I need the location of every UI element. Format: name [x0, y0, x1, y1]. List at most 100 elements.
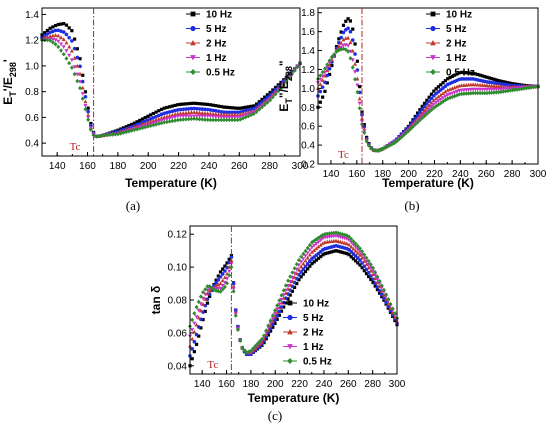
data-point	[252, 106, 256, 111]
data-point	[392, 140, 397, 146]
data-point	[168, 105, 172, 109]
data-point	[492, 90, 496, 95]
data-point	[83, 104, 88, 108]
data-point	[478, 73, 482, 77]
data-point	[522, 86, 527, 91]
data-point	[385, 144, 390, 149]
data-point	[86, 109, 90, 114]
data-point	[415, 116, 420, 121]
panel-label: (c)	[268, 408, 282, 423]
data-point	[508, 88, 513, 93]
data-point	[170, 118, 175, 124]
data-point	[201, 318, 205, 322]
data-point	[208, 108, 213, 112]
x-tick-label: 220	[426, 169, 443, 180]
data-point	[350, 38, 355, 42]
data-point	[341, 37, 346, 42]
data-point	[369, 277, 373, 282]
y-tick-label: 1.8	[301, 8, 315, 19]
data-point	[257, 100, 261, 104]
data-point	[287, 75, 292, 81]
data-point	[231, 289, 236, 294]
data-point	[303, 258, 308, 263]
data-point	[288, 293, 292, 297]
data-point	[360, 249, 365, 254]
data-point	[318, 242, 323, 247]
data-point	[262, 333, 267, 338]
data-point	[427, 95, 431, 99]
data-point	[231, 281, 236, 286]
legend-entry: 1 Hz	[186, 53, 227, 64]
data-point	[219, 109, 224, 114]
data-point	[494, 90, 499, 95]
data-point	[148, 123, 153, 128]
data-point	[510, 87, 515, 93]
data-point	[438, 92, 443, 97]
data-point	[218, 270, 223, 274]
data-point	[45, 28, 50, 33]
data-point	[325, 251, 329, 255]
data-point	[399, 135, 404, 140]
panel-label: (b)	[404, 198, 419, 213]
data-point	[318, 100, 322, 104]
data-point	[51, 29, 55, 34]
data-point	[148, 117, 153, 121]
data-point	[222, 284, 227, 290]
data-point	[318, 89, 323, 94]
data-point	[384, 300, 388, 305]
data-point	[379, 286, 384, 290]
data-point	[51, 25, 55, 29]
data-point	[270, 94, 275, 100]
data-point	[149, 113, 153, 117]
data-point	[183, 117, 188, 122]
data-point	[455, 72, 459, 76]
panel-b: 140 160 180 200 220 240 260 280 3000.20.40.60.81…	[277, 7, 547, 213]
data-point	[357, 106, 362, 111]
data-point	[368, 262, 373, 267]
data-point	[441, 96, 446, 101]
data-point	[271, 325, 275, 329]
data-point	[230, 110, 234, 115]
data-point	[334, 249, 338, 253]
data-point	[216, 278, 221, 282]
data-point	[272, 312, 277, 316]
data-point	[175, 108, 180, 112]
data-point	[425, 102, 429, 106]
data-point	[305, 245, 310, 251]
data-point	[483, 74, 487, 79]
data-point	[61, 30, 66, 34]
data-point	[56, 39, 61, 44]
data-point	[195, 101, 199, 106]
data-point	[353, 52, 357, 56]
data-point	[203, 102, 207, 106]
data-point	[342, 232, 347, 238]
data-point	[67, 35, 71, 40]
data-point	[203, 292, 208, 297]
data-point	[59, 42, 64, 47]
data-point	[434, 100, 439, 105]
data-point	[270, 316, 275, 321]
legend-marker	[287, 329, 293, 335]
data-point	[366, 265, 371, 270]
data-point	[192, 114, 197, 119]
data-point	[202, 114, 207, 119]
x-tick-label: 300	[292, 161, 309, 172]
data-point	[184, 102, 188, 106]
data-point	[306, 267, 310, 271]
x-tick-label: 260	[340, 379, 357, 390]
data-point	[222, 105, 226, 109]
data-point	[450, 74, 454, 79]
legend-label: 2 Hz	[206, 39, 227, 50]
data-point	[216, 115, 221, 120]
data-point	[235, 106, 240, 110]
data-point	[159, 112, 164, 117]
data-point	[146, 114, 150, 118]
data-point	[235, 115, 240, 120]
data-point	[490, 77, 494, 81]
data-point	[273, 321, 277, 326]
data-point	[471, 90, 476, 96]
data-point	[492, 77, 496, 81]
data-point	[303, 254, 308, 259]
data-point	[459, 70, 464, 74]
